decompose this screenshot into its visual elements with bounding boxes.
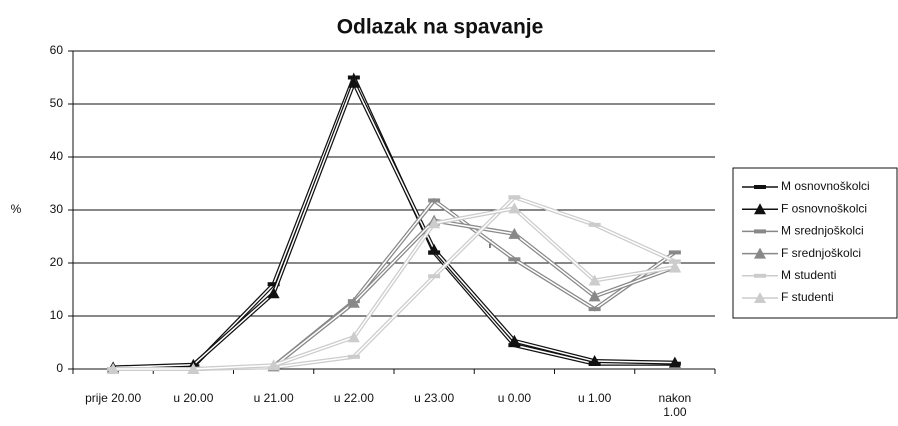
data-point [347, 296, 360, 308]
legend-marker [754, 247, 766, 259]
legend-label: F studenti [781, 290, 834, 304]
y-tick-label: 60 [50, 43, 64, 57]
data-point [508, 195, 521, 200]
data-point [267, 282, 280, 287]
legend-label: F osnovnoškolci [781, 201, 867, 215]
y-tick-label: 10 [50, 308, 64, 322]
x-tick-label: u 22.00 [333, 391, 374, 405]
data-point [428, 243, 441, 255]
legend-label: M srednjoškolci [781, 224, 864, 238]
series-line-inner [113, 80, 675, 369]
y-tick-label: 50 [50, 96, 64, 110]
data-point [588, 355, 601, 367]
data-point [508, 227, 521, 239]
data-point [668, 250, 681, 255]
x-tick-label: u 23.00 [414, 391, 455, 405]
x-tick-label: u 1.00 [577, 391, 612, 405]
data-point [668, 356, 681, 368]
legend-marker [754, 185, 766, 189]
annotation: f [488, 237, 492, 251]
data-point [508, 202, 521, 214]
data-point [428, 198, 441, 203]
legend-marker [754, 292, 766, 303]
data-point [588, 222, 601, 227]
data-point [267, 287, 280, 299]
data-point [428, 217, 441, 229]
x-tick-label: u 0.00 [497, 391, 532, 405]
x-tick-label: prije 20.00 [85, 391, 142, 405]
y-tick-label: 30 [50, 202, 64, 216]
y-tick-label: 40 [50, 149, 64, 163]
legend-marker [754, 203, 766, 215]
legend-marker [754, 229, 766, 234]
data-point [267, 359, 280, 371]
data-point [508, 334, 521, 346]
data-point [588, 290, 601, 302]
x-tick-label: nakon 1.00 [658, 391, 692, 419]
data-point [347, 76, 360, 88]
x-tick-label: u 20.00 [173, 391, 214, 405]
data-point [347, 354, 360, 359]
chart-title: Odlazak na spavanje [337, 16, 544, 39]
series-line [113, 218, 676, 371]
data-point [588, 307, 601, 312]
data-point [668, 261, 681, 273]
legend-label: M studenti [781, 268, 836, 282]
y-tick-label: 0 [56, 361, 63, 375]
legend-label: F srednjoškolci [781, 246, 861, 260]
y-axis-label: % [11, 202, 22, 216]
legend-label: M osnovnoškolci [781, 179, 870, 193]
data-point [347, 331, 360, 343]
data-point [187, 363, 200, 374]
data-point [588, 274, 601, 286]
data-point [508, 257, 521, 262]
y-tick-label: 20 [50, 255, 64, 269]
series-line [113, 206, 676, 371]
legend-marker [754, 273, 766, 278]
data-point [107, 363, 120, 374]
series-line-inner [113, 207, 675, 370]
x-tick-label: u 21.00 [253, 391, 294, 405]
data-point [428, 274, 441, 279]
